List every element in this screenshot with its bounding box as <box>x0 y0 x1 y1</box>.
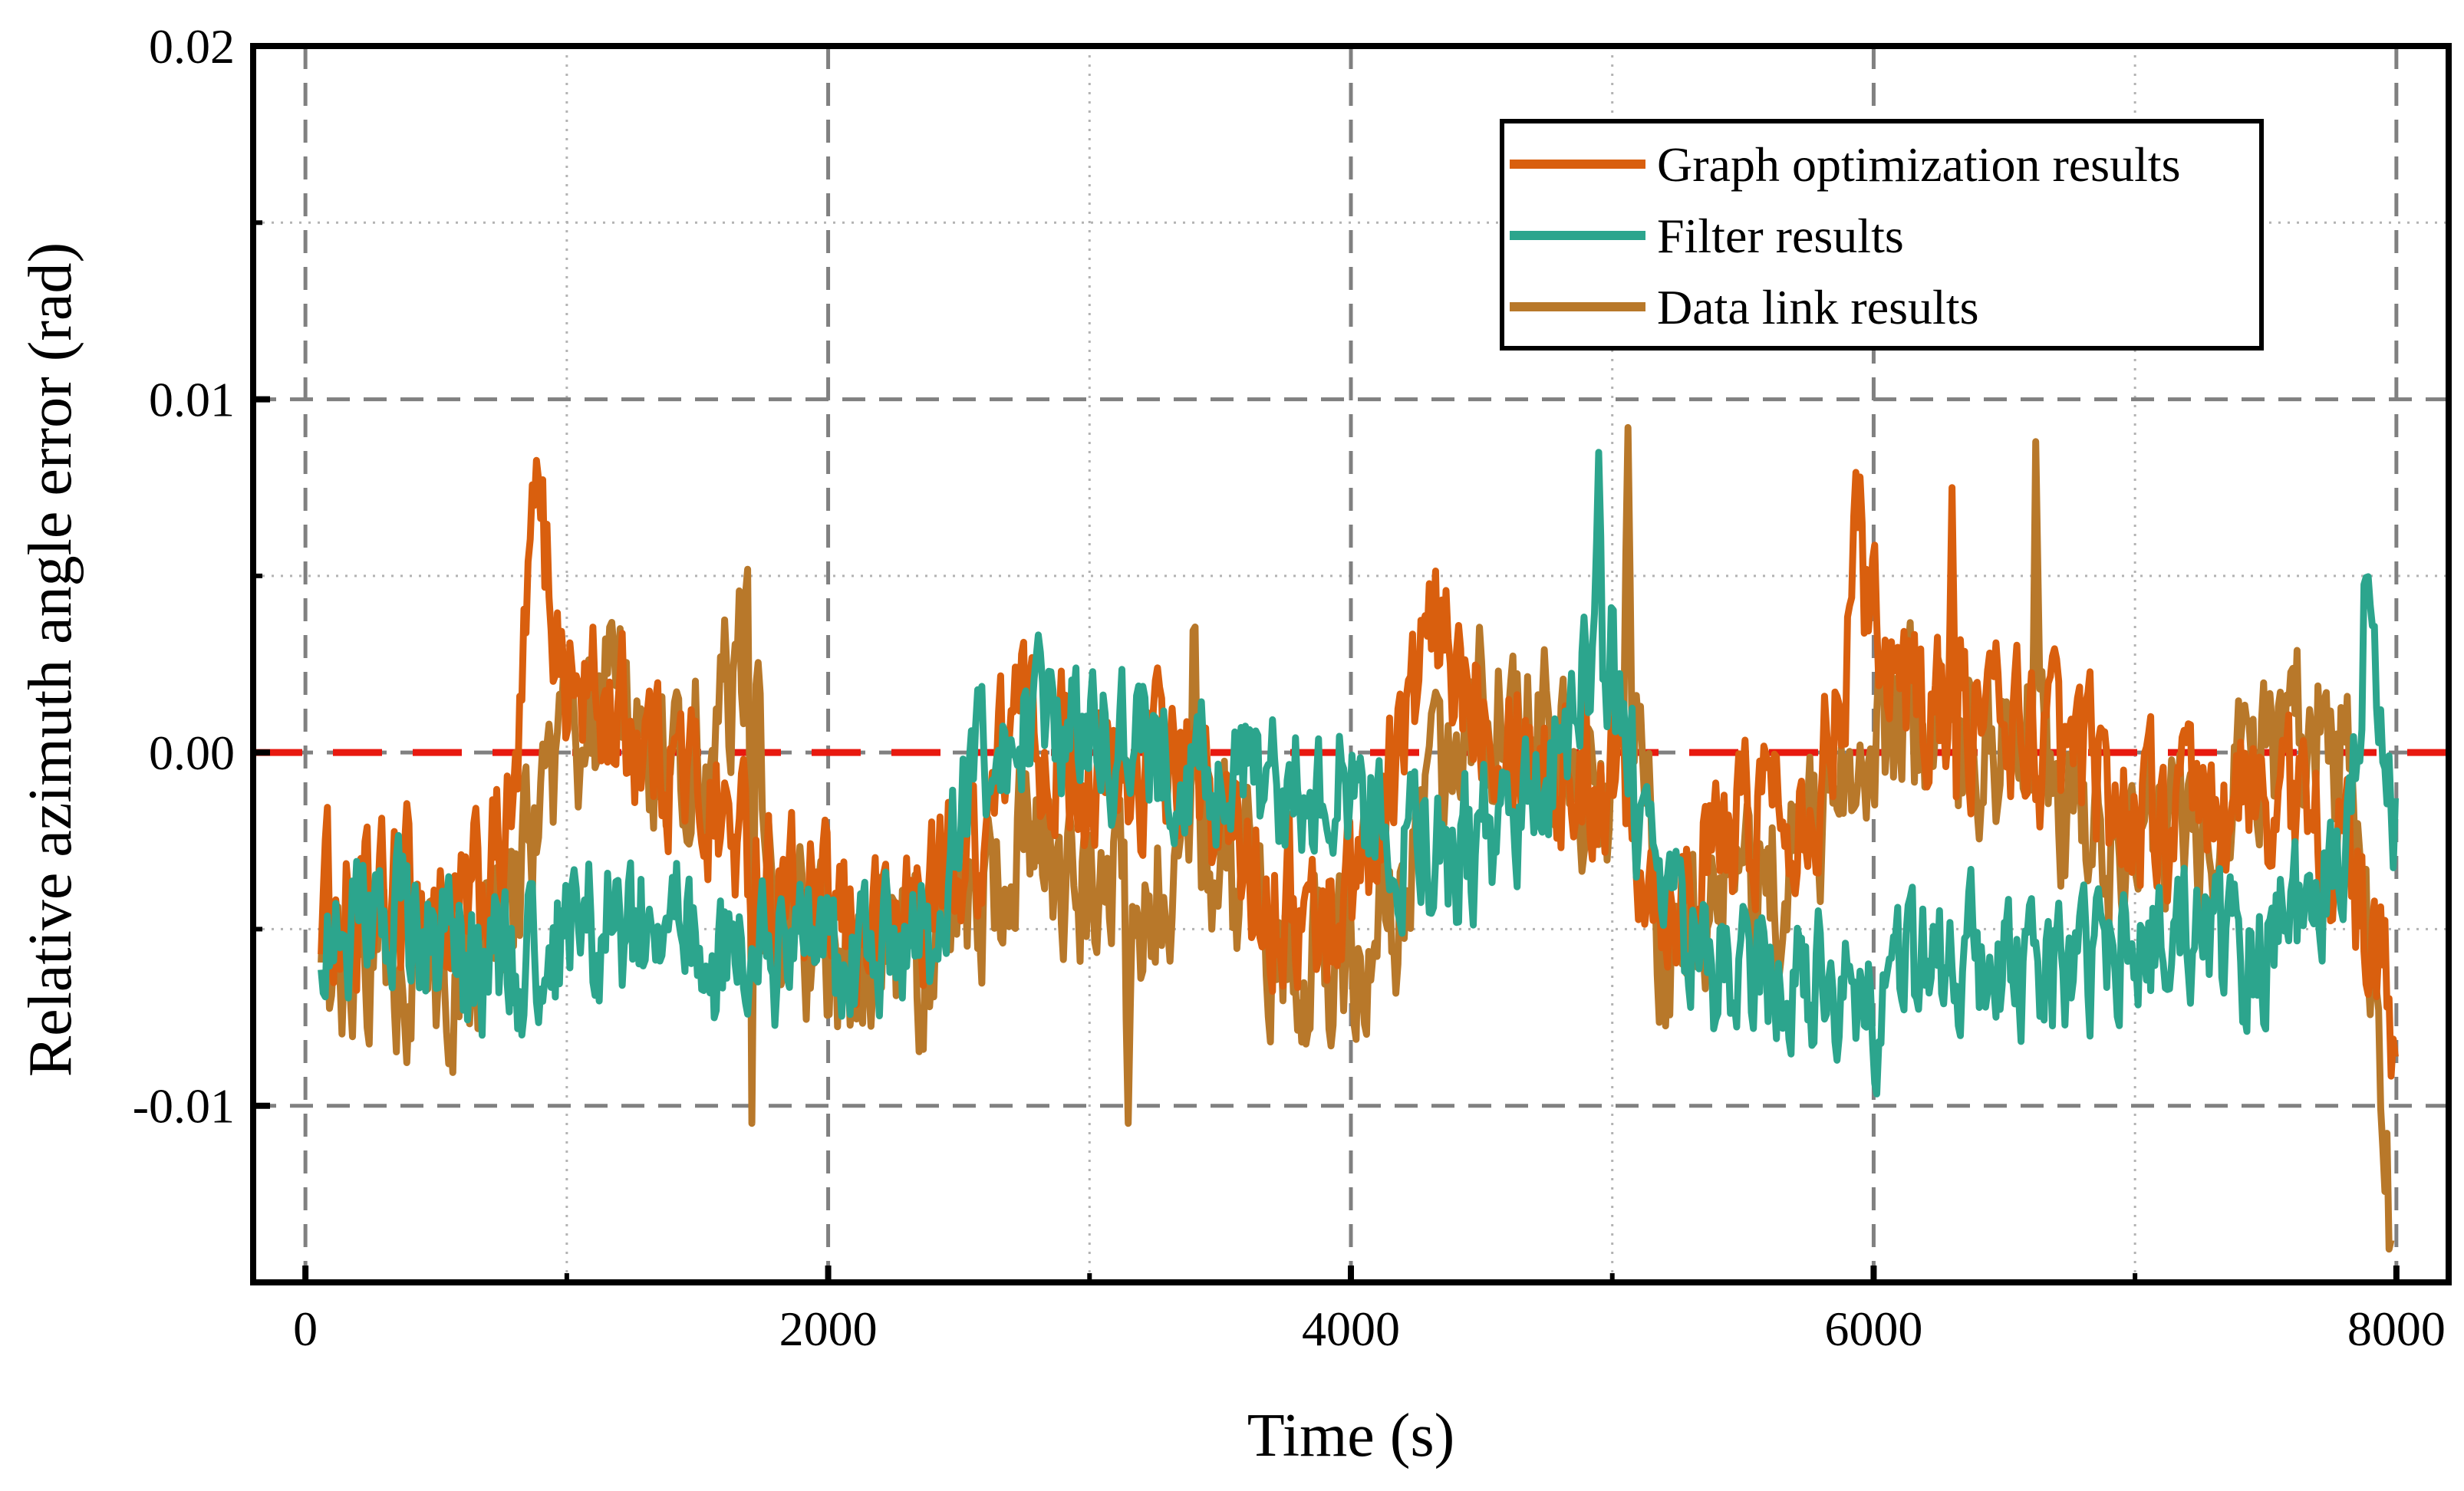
legend-label-data-link: Data link results <box>1657 280 1978 334</box>
y-tick-label: 0.02 <box>149 19 235 74</box>
x-tick-label: 4000 <box>1302 1302 1400 1356</box>
series-layer <box>318 423 2399 1253</box>
legend-label-filter: Filter results <box>1657 209 1904 263</box>
x-tick-label: 8000 <box>2347 1302 2446 1356</box>
y-tick-label: 0.00 <box>149 726 235 780</box>
series-filter-line <box>318 449 2399 1098</box>
legend-label-graph-optimization: Graph optimization results <box>1657 137 2181 192</box>
x-axis-title: Time (s) <box>1247 1402 1454 1470</box>
y-tick-label: 0.01 <box>149 373 235 427</box>
x-tick-label: 0 <box>293 1302 318 1356</box>
legend: Graph optimization results Filter result… <box>1500 119 2264 351</box>
x-tick-label: 2000 <box>779 1302 878 1356</box>
y-tick-label: -0.01 <box>133 1079 235 1134</box>
tick-layer: 0 2000 4000 6000 8000 -0.01 0.00 0.01 0.02 <box>133 19 2446 1356</box>
y-axis-title: Relative azimuth angle error (rad) <box>17 242 84 1077</box>
series-graph-optimization-line <box>318 456 2399 1080</box>
x-tick-label: 6000 <box>1824 1302 1922 1356</box>
